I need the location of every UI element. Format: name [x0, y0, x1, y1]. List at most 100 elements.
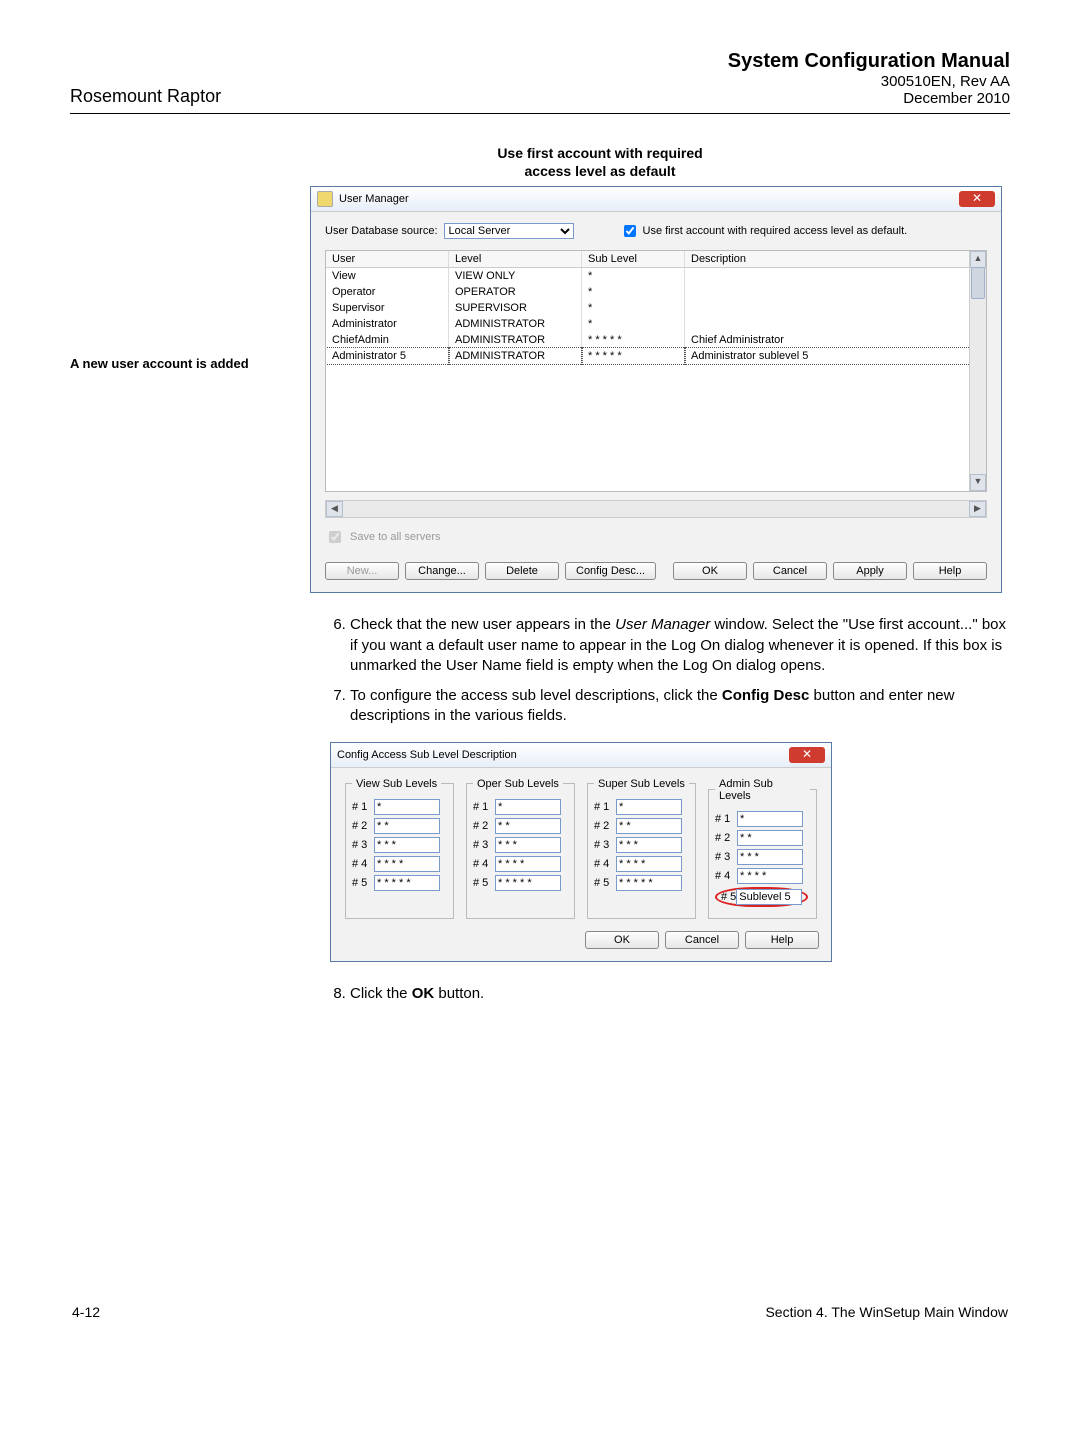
table-row[interactable]: AdministratorADMINISTRATOR*: [326, 316, 986, 332]
callout-left: A new user account is added: [70, 186, 300, 371]
sublevel-input[interactable]: [495, 875, 561, 891]
table-row[interactable]: ViewVIEW ONLY*: [326, 268, 986, 285]
sublevel-input[interactable]: [374, 837, 440, 853]
save-all-label: Save to all servers: [350, 531, 440, 543]
sublevel-group: View Sub Levels # 1 # 2 # 3 # 4 # 5: [345, 778, 454, 919]
page-header: Rosemount Raptor System Configuration Ma…: [70, 50, 1010, 114]
user-table: User Level Sub Level Description ViewVIE…: [325, 250, 987, 492]
config-desc-dialog: Config Access Sub Level Description ✕ Vi…: [330, 742, 832, 962]
sublevel-input[interactable]: [616, 875, 682, 891]
table-row[interactable]: ChiefAdminADMINISTRATOR* * * * *Chief Ad…: [326, 332, 986, 348]
page-number: 4-12: [72, 1304, 100, 1320]
sublevel-input[interactable]: [616, 856, 682, 872]
field-label: # 2: [594, 820, 612, 832]
field-label: # 1: [594, 801, 612, 813]
sublevel-input[interactable]: [736, 889, 802, 905]
ok-button[interactable]: OK: [585, 931, 659, 949]
field-label: # 4: [594, 858, 612, 870]
help-button[interactable]: Help: [745, 931, 819, 949]
sublevel-input[interactable]: [495, 856, 561, 872]
sublevel-input[interactable]: [495, 818, 561, 834]
config-desc-button[interactable]: Config Desc...: [565, 562, 656, 580]
group-legend: Super Sub Levels: [594, 778, 689, 790]
change-button[interactable]: Change...: [405, 562, 479, 580]
field-label: # 5: [721, 891, 736, 903]
sublevel-input[interactable]: [737, 868, 803, 884]
field-label: # 1: [352, 801, 370, 813]
new-button[interactable]: New...: [325, 562, 399, 580]
table-row[interactable]: OperatorOPERATOR*: [326, 284, 986, 300]
cancel-button[interactable]: Cancel: [753, 562, 827, 580]
source-select[interactable]: Local Server: [444, 223, 574, 239]
default-account-label: Use first account with required access l…: [643, 225, 908, 237]
sublevel-input[interactable]: [737, 830, 803, 846]
sublevel-group: Oper Sub Levels # 1 # 2 # 3 # 4 # 5: [466, 778, 575, 919]
field-label: # 3: [352, 839, 370, 851]
instruction-text: Click the OK button.: [330, 984, 1010, 1004]
table-row-selected[interactable]: Administrator 5ADMINISTRATOR* * * * *Adm…: [326, 348, 986, 364]
dialog-title: User Manager: [339, 193, 953, 205]
scrollbar-vertical[interactable]: ▲ ▼: [969, 251, 986, 491]
field-label: # 1: [473, 801, 491, 813]
scrollbar-horizontal[interactable]: ◀ ▶: [325, 500, 987, 518]
field-label: # 4: [473, 858, 491, 870]
sublevel-input[interactable]: [374, 856, 440, 872]
col-desc[interactable]: Description: [685, 251, 986, 268]
sublevel-input[interactable]: [737, 849, 803, 865]
col-level[interactable]: Level: [449, 251, 582, 268]
field-label: # 5: [594, 877, 612, 889]
help-button[interactable]: Help: [913, 562, 987, 580]
callout-top: Use first account with required access l…: [190, 144, 1010, 180]
scroll-down-icon[interactable]: ▼: [970, 474, 986, 491]
dialog-title: Config Access Sub Level Description: [337, 749, 783, 761]
doc-date: December 2010: [728, 90, 1010, 107]
field-label: # 2: [352, 820, 370, 832]
scroll-left-icon[interactable]: ◀: [326, 501, 343, 517]
sublevel-group: Super Sub Levels # 1 # 2 # 3 # 4 # 5: [587, 778, 696, 919]
field-label: # 2: [715, 832, 733, 844]
sublevel-input[interactable]: [737, 811, 803, 827]
scroll-right-icon[interactable]: ▶: [969, 501, 986, 517]
field-label: # 3: [473, 839, 491, 851]
section-title: Section 4. The WinSetup Main Window: [765, 1304, 1008, 1320]
cancel-button[interactable]: Cancel: [665, 931, 739, 949]
field-label: # 4: [352, 858, 370, 870]
ok-button[interactable]: OK: [673, 562, 747, 580]
field-label: # 1: [715, 813, 733, 825]
field-label: # 2: [473, 820, 491, 832]
sublevel-input[interactable]: [495, 799, 561, 815]
sublevel-input[interactable]: [374, 875, 440, 891]
save-all-checkbox: [329, 531, 341, 543]
field-label: # 3: [715, 851, 733, 863]
page-footer: 4-12 Section 4. The WinSetup Main Window: [70, 1304, 1010, 1320]
col-sublevel[interactable]: Sub Level: [582, 251, 685, 268]
field-label: # 3: [594, 839, 612, 851]
sublevel-input[interactable]: [616, 799, 682, 815]
field-label: # 5: [352, 877, 370, 889]
user-manager-dialog: User Manager ✕ User Database source: Loc…: [310, 186, 1002, 593]
table-row[interactable]: SupervisorSUPERVISOR*: [326, 300, 986, 316]
default-account-checkbox[interactable]: [624, 225, 636, 237]
product-name: Rosemount Raptor: [70, 86, 221, 107]
sublevel-input[interactable]: [374, 818, 440, 834]
apply-button[interactable]: Apply: [833, 562, 907, 580]
delete-button[interactable]: Delete: [485, 562, 559, 580]
instruction-text: Check that the new user appears in the U…: [330, 615, 1010, 726]
close-icon[interactable]: ✕: [789, 747, 825, 763]
dialog-icon: [317, 191, 333, 207]
doc-number: 300510EN, Rev AA: [728, 73, 1010, 90]
sublevel-input[interactable]: [495, 837, 561, 853]
close-icon[interactable]: ✕: [959, 191, 995, 207]
sublevel-group: Admin Sub Levels # 1 # 2 # 3 # 4 # 5: [708, 778, 817, 919]
sublevel-input[interactable]: [374, 799, 440, 815]
sublevel-input[interactable]: [616, 818, 682, 834]
group-legend: Oper Sub Levels: [473, 778, 563, 790]
group-legend: Admin Sub Levels: [715, 778, 810, 802]
field-label: # 5: [473, 877, 491, 889]
scroll-up-icon[interactable]: ▲: [970, 251, 986, 268]
col-user[interactable]: User: [326, 251, 449, 268]
manual-title: System Configuration Manual: [728, 50, 1010, 73]
group-legend: View Sub Levels: [352, 778, 441, 790]
sublevel-input[interactable]: [616, 837, 682, 853]
field-label: # 4: [715, 870, 733, 882]
